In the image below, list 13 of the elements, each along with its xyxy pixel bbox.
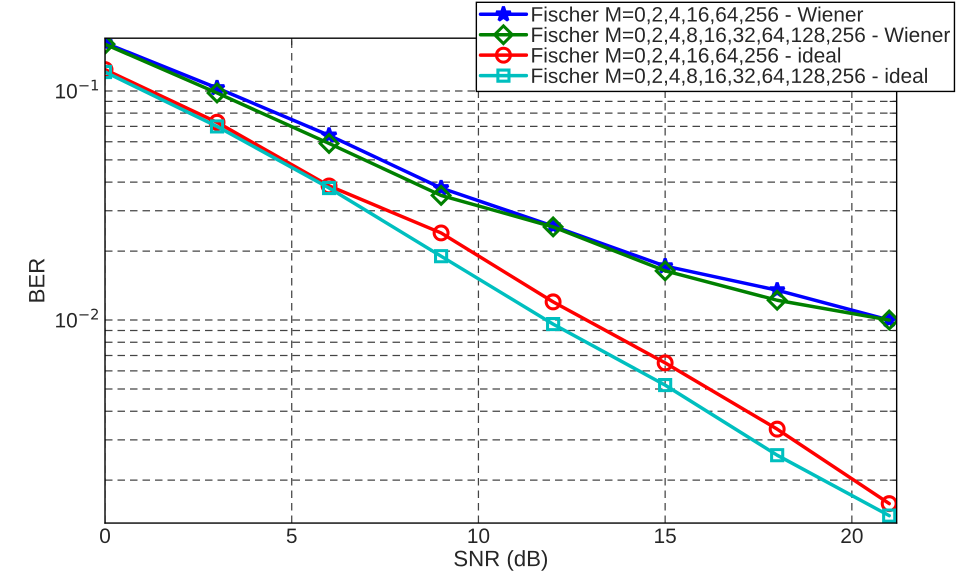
x-tick-label: 15 — [655, 528, 676, 544]
legend-label: Fischer M=0,2,4,8,16,32,64,128,256 - ideal — [532, 68, 927, 86]
x-axis-title: SNR (dB) — [454, 550, 547, 571]
legend-label: Fischer M=0,2,4,8,16,32,64,128,256 - Wiener — [532, 26, 950, 45]
legend-label: Fischer M=0,2,4,16,64,256 - ideal — [532, 47, 840, 66]
x-tick-label: 10 — [468, 528, 490, 544]
x-tick-label: 20 — [841, 528, 863, 544]
legend-label: Fischer M=0,2,4,16,64,256 - Wiener — [532, 6, 864, 24]
x-tick-label: 5 — [286, 528, 297, 544]
y-tick-label: 10$^{−2}$ — [56, 308, 98, 328]
y-axis-title: BER — [29, 258, 44, 302]
x-tick-label: 0 — [100, 528, 110, 544]
y-tick-label: 10$^{−1}$ — [56, 80, 98, 99]
